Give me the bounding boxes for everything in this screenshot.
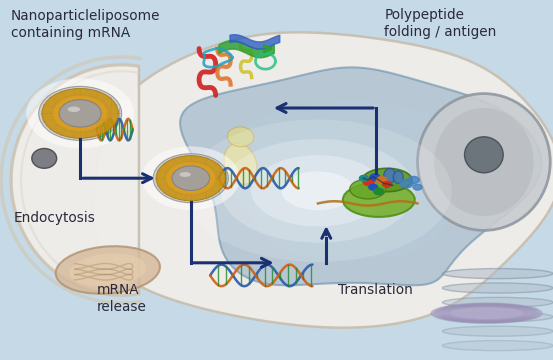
Text: mRNA
release: mRNA release <box>97 283 147 314</box>
Ellipse shape <box>42 89 118 138</box>
Ellipse shape <box>448 307 525 320</box>
Circle shape <box>413 184 422 190</box>
Ellipse shape <box>442 312 553 322</box>
Ellipse shape <box>26 78 134 148</box>
Circle shape <box>363 178 374 185</box>
Ellipse shape <box>166 162 215 194</box>
Ellipse shape <box>343 183 415 217</box>
Circle shape <box>369 184 378 190</box>
Ellipse shape <box>442 305 531 321</box>
Ellipse shape <box>465 137 503 173</box>
Polygon shape <box>11 65 139 295</box>
Ellipse shape <box>442 297 553 307</box>
Ellipse shape <box>349 179 386 199</box>
Ellipse shape <box>434 304 539 323</box>
Ellipse shape <box>53 96 107 131</box>
Ellipse shape <box>431 303 542 323</box>
Ellipse shape <box>221 139 415 243</box>
Ellipse shape <box>39 86 122 140</box>
Ellipse shape <box>153 154 228 203</box>
Text: Endocytosis: Endocytosis <box>14 211 96 225</box>
Ellipse shape <box>67 107 80 112</box>
Ellipse shape <box>142 147 239 210</box>
Ellipse shape <box>445 306 528 320</box>
Ellipse shape <box>224 143 257 184</box>
Ellipse shape <box>32 148 57 168</box>
Ellipse shape <box>442 341 553 351</box>
Circle shape <box>359 175 368 181</box>
Ellipse shape <box>440 305 534 321</box>
Polygon shape <box>225 100 477 260</box>
Ellipse shape <box>434 108 534 216</box>
Ellipse shape <box>70 253 146 287</box>
Ellipse shape <box>418 94 550 230</box>
Ellipse shape <box>227 127 254 147</box>
Circle shape <box>377 177 387 183</box>
Ellipse shape <box>362 168 412 192</box>
Ellipse shape <box>184 120 452 262</box>
Ellipse shape <box>180 172 191 177</box>
Ellipse shape <box>442 283 553 293</box>
Polygon shape <box>93 32 553 328</box>
Ellipse shape <box>172 166 210 190</box>
Text: Nanoparticleliposome
containing mRNA: Nanoparticleliposome containing mRNA <box>11 9 160 40</box>
Circle shape <box>370 174 380 180</box>
Ellipse shape <box>281 171 354 210</box>
Ellipse shape <box>384 168 396 183</box>
Circle shape <box>408 176 419 184</box>
Circle shape <box>374 188 384 195</box>
Ellipse shape <box>437 304 536 322</box>
Ellipse shape <box>393 171 403 184</box>
Circle shape <box>400 179 413 188</box>
Polygon shape <box>180 67 541 285</box>
Ellipse shape <box>442 269 553 279</box>
Circle shape <box>383 181 392 187</box>
Ellipse shape <box>251 155 385 226</box>
Ellipse shape <box>156 156 226 201</box>
Text: Polypeptide
folding / antigen: Polypeptide folding / antigen <box>384 8 497 39</box>
Ellipse shape <box>442 326 553 336</box>
Ellipse shape <box>59 100 101 127</box>
Ellipse shape <box>56 246 160 294</box>
Text: Translation: Translation <box>338 283 413 297</box>
